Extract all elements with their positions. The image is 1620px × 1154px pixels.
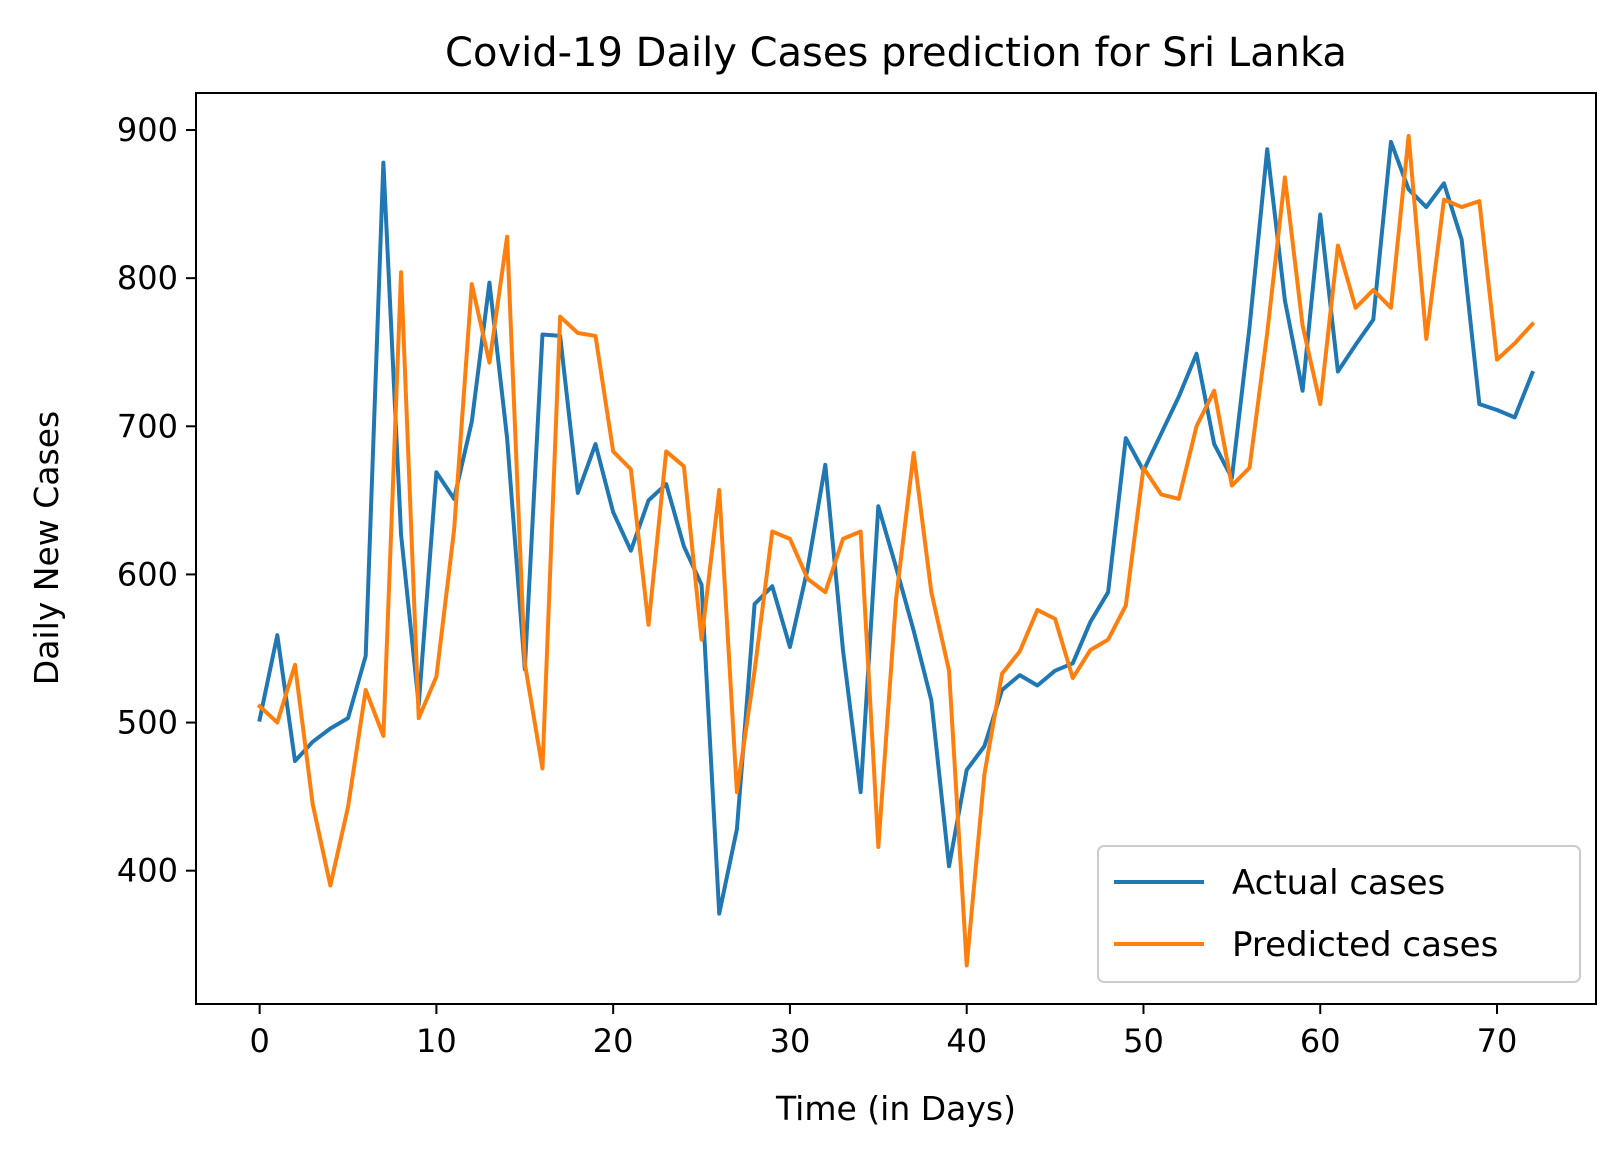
series-layer xyxy=(256,133,1536,968)
x-axis-ticks: 0 10 20 30 40 50 60 70 xyxy=(249,1004,1517,1060)
y-axis-label: Daily New Cases xyxy=(27,411,66,685)
y-tick-label: 500 xyxy=(117,704,178,742)
y-tick-label: 600 xyxy=(117,555,178,593)
y-axis-ticks: 400 500 600 700 800 900 xyxy=(117,111,196,890)
series-line-predicted xyxy=(256,133,1536,968)
legend-label-actual: Actual cases xyxy=(1232,863,1445,903)
legend: Actual cases Predicted cases xyxy=(1097,845,1581,983)
y-tick-label: 800 xyxy=(117,259,178,297)
x-tick-label: 50 xyxy=(1123,1022,1164,1060)
x-tick-label: 30 xyxy=(770,1022,811,1060)
series-line-actual xyxy=(257,139,1535,916)
x-tick-label: 70 xyxy=(1477,1022,1518,1060)
y-tick-label: 700 xyxy=(117,407,178,445)
x-tick-label: 40 xyxy=(946,1022,987,1060)
legend-label-predicted: Predicted cases xyxy=(1232,925,1498,965)
x-tick-label: 20 xyxy=(593,1022,634,1060)
x-tick-label: 10 xyxy=(416,1022,457,1060)
legend-box xyxy=(1097,845,1581,983)
x-axis-label: Time (in Days) xyxy=(775,1089,1016,1128)
plot-area-frame xyxy=(195,92,1597,1005)
x-tick-label: 60 xyxy=(1300,1022,1341,1060)
chart-title: Covid-19 Daily Cases prediction for Sri … xyxy=(445,30,1347,76)
x-tick-label: 0 xyxy=(249,1022,269,1060)
y-tick-label: 400 xyxy=(117,852,178,890)
y-tick-label: 900 xyxy=(117,111,178,149)
